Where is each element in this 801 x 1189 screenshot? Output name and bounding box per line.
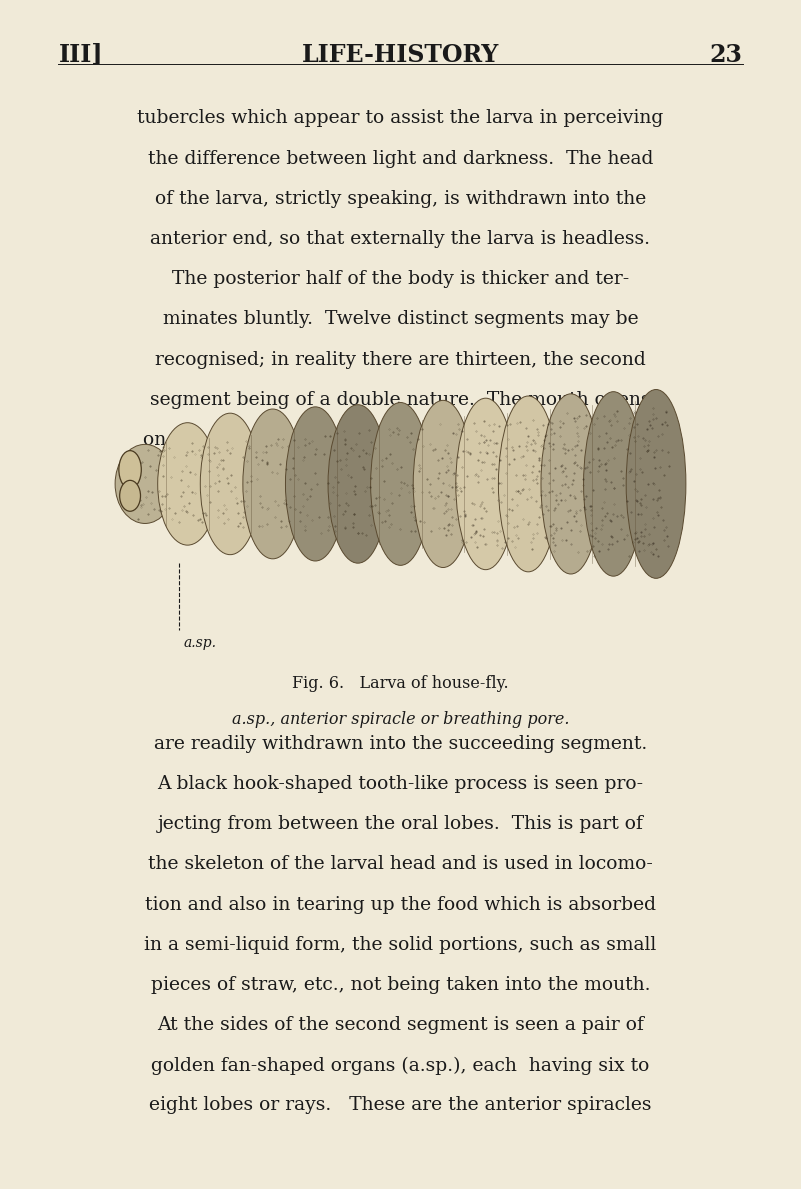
Ellipse shape: [413, 401, 473, 567]
Ellipse shape: [200, 414, 260, 554]
Ellipse shape: [119, 451, 141, 489]
Text: in a semi-liquid form, the solid portions, such as small: in a semi-liquid form, the solid portion…: [144, 936, 657, 954]
Text: III]: III]: [58, 43, 103, 67]
Text: eight lobes or rays.   These are the anterior spiracles: eight lobes or rays. These are the anter…: [149, 1096, 652, 1114]
Ellipse shape: [285, 407, 345, 561]
Text: of the larva, strictly speaking, is withdrawn into the: of the larva, strictly speaking, is with…: [155, 190, 646, 208]
Ellipse shape: [584, 391, 643, 577]
Ellipse shape: [498, 396, 558, 572]
Text: 23: 23: [710, 43, 743, 67]
Text: LIFE-HISTORY: LIFE-HISTORY: [302, 43, 499, 67]
Text: on the under side of and between the oral lobes which: on the under side of and between the ora…: [143, 430, 658, 449]
Text: recognised; in reality there are thirteen, the second: recognised; in reality there are thirtee…: [155, 351, 646, 369]
Text: A black hook-shaped tooth-like process is seen pro-: A black hook-shaped tooth-like process i…: [158, 775, 643, 793]
Ellipse shape: [119, 480, 140, 511]
Ellipse shape: [243, 409, 303, 559]
Ellipse shape: [328, 404, 388, 564]
Text: pieces of straw, etc., not being taken into the mouth.: pieces of straw, etc., not being taken i…: [151, 976, 650, 994]
Text: the difference between light and darkness.  The head: the difference between light and darknes…: [148, 150, 653, 168]
Ellipse shape: [371, 403, 430, 565]
Text: jecting from between the oral lobes.  This is part of: jecting from between the oral lobes. Thi…: [158, 816, 643, 833]
Text: the skeleton of the larval head and is used in locomo-: the skeleton of the larval head and is u…: [148, 855, 653, 874]
Text: are readily withdrawn into the succeeding segment.: are readily withdrawn into the succeedin…: [154, 735, 647, 753]
Ellipse shape: [626, 390, 686, 578]
Text: segment being of a double nature.  The mouth opens: segment being of a double nature. The mo…: [151, 391, 650, 409]
Ellipse shape: [115, 445, 175, 523]
Text: tion and also in tearing up the food which is absorbed: tion and also in tearing up the food whi…: [145, 895, 656, 913]
Text: a.sp.: a.sp.: [183, 636, 216, 649]
Text: golden fan-shaped organs (a.sp.), each  having six to: golden fan-shaped organs (a.sp.), each h…: [151, 1056, 650, 1075]
Text: At the sides of the second segment is seen a pair of: At the sides of the second segment is se…: [157, 1017, 644, 1034]
Text: a.sp., anterior spiracle or breathing pore.: a.sp., anterior spiracle or breathing po…: [231, 711, 570, 728]
Ellipse shape: [456, 398, 516, 570]
Text: minates bluntly.  Twelve distinct segments may be: minates bluntly. Twelve distinct segment…: [163, 310, 638, 328]
Text: tubercles which appear to assist the larva in perceiving: tubercles which appear to assist the lar…: [138, 109, 663, 127]
Text: anterior end, so that externally the larva is headless.: anterior end, so that externally the lar…: [151, 229, 650, 249]
Text: Fig. 6.   Larva of house-fly.: Fig. 6. Larva of house-fly.: [292, 675, 509, 692]
Text: The posterior half of the body is thicker and ter-: The posterior half of the body is thicke…: [172, 270, 629, 288]
Ellipse shape: [541, 394, 601, 574]
Ellipse shape: [158, 423, 217, 545]
